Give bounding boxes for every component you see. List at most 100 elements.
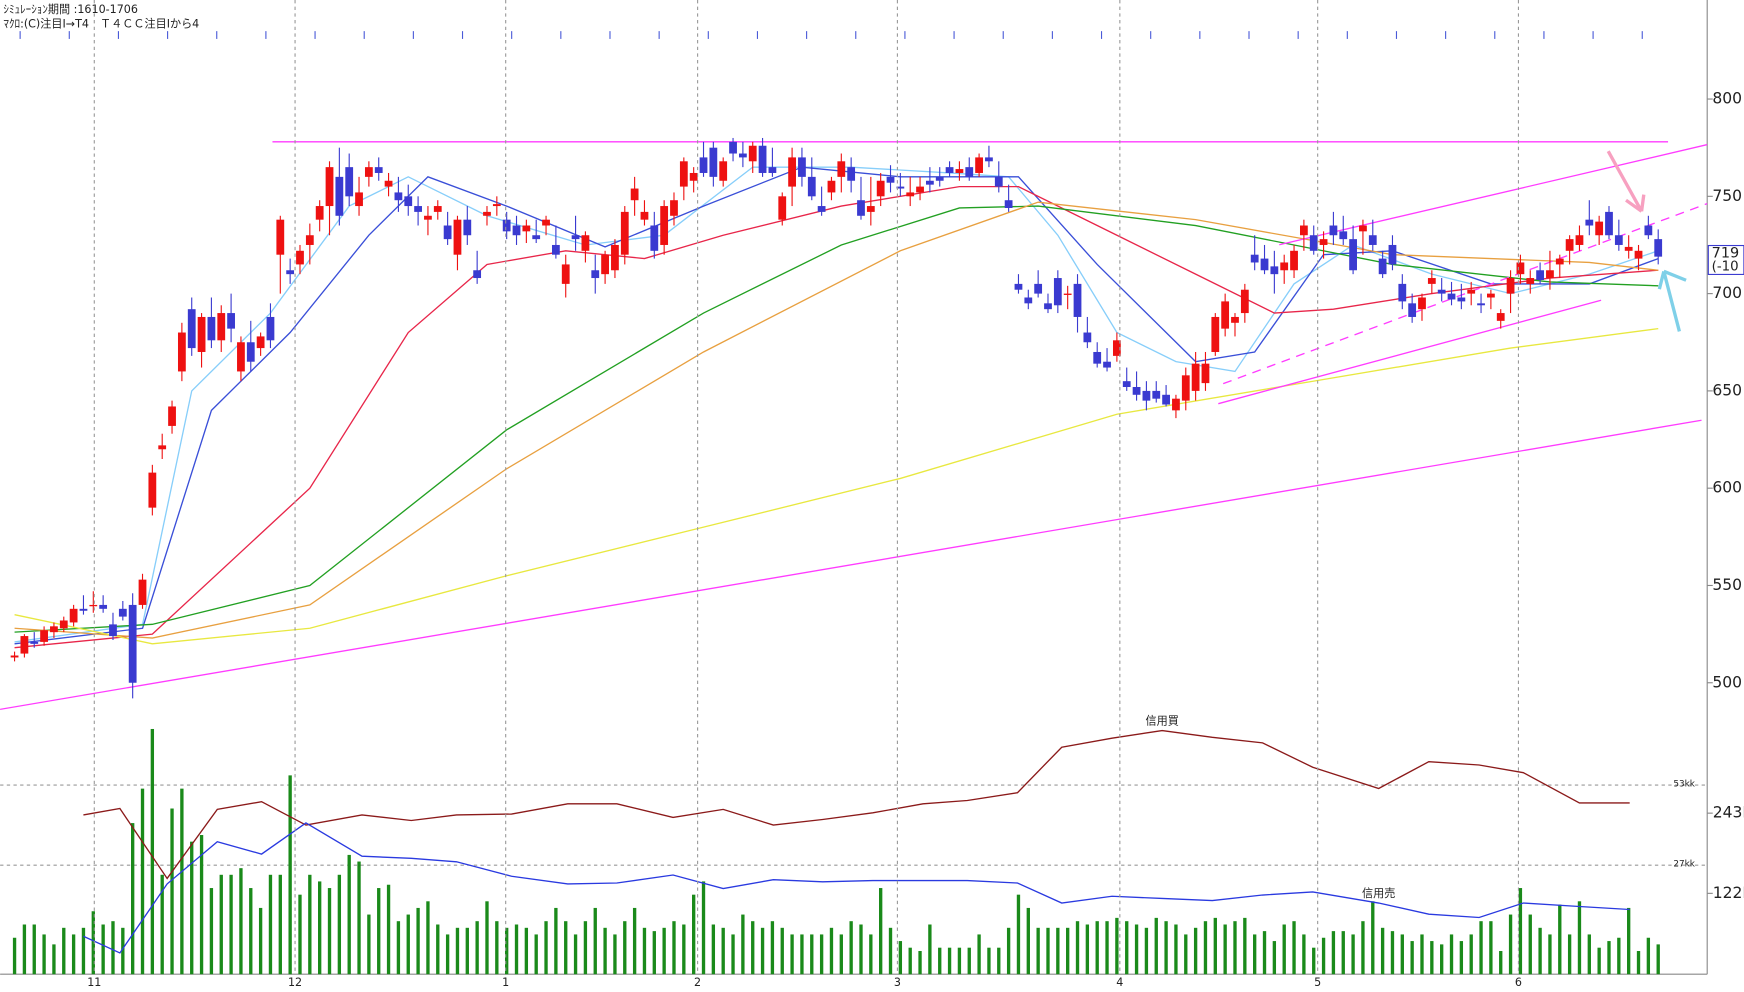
- last-price-label: 719: [1712, 245, 1740, 261]
- volume-bar: [1203, 921, 1208, 975]
- volume-bar: [731, 934, 735, 975]
- volume-bar: [1567, 934, 1572, 975]
- volume-bar: [1134, 924, 1139, 975]
- candle-body: [168, 406, 176, 426]
- candle-body: [729, 141, 737, 154]
- candle-body: [404, 196, 413, 207]
- volume-bar: [1528, 914, 1532, 975]
- y-tick-label: 800: [1712, 90, 1742, 108]
- candle-body: [325, 167, 334, 207]
- candle-body: [571, 235, 580, 240]
- y-tick-label: 700: [1712, 284, 1742, 302]
- candle-body: [1191, 363, 1200, 391]
- volume-bar: [386, 884, 391, 975]
- candle-body: [994, 176, 1003, 187]
- trend-line: [0, 419, 1702, 711]
- series-label: 信用売: [1362, 887, 1395, 900]
- candle-body: [364, 167, 373, 177]
- volume-bar: [160, 874, 164, 975]
- candle-body: [1496, 313, 1505, 321]
- volume-bar: [967, 947, 971, 975]
- volume-bar: [1046, 927, 1050, 975]
- volume-bar: [170, 808, 174, 975]
- price-panel: [0, 137, 1708, 711]
- volume-bar: [1400, 934, 1404, 975]
- candle-body: [433, 206, 442, 212]
- moving-average-line: [14, 201, 1659, 639]
- candle-body: [522, 225, 531, 232]
- volume-bar: [111, 921, 115, 975]
- candle-body: [492, 204, 501, 207]
- candle-body: [1024, 297, 1033, 304]
- volume-bar: [1193, 927, 1198, 975]
- y2-tick-label: 27kk: [1673, 860, 1695, 870]
- volume-bar: [1144, 927, 1149, 975]
- candle-body: [1319, 239, 1328, 245]
- candle-body: [1339, 231, 1348, 240]
- volume-bar: [249, 888, 253, 975]
- candle-body: [1172, 398, 1180, 411]
- candle-body: [463, 219, 472, 236]
- volume-bar: [544, 921, 548, 975]
- volume-bar: [642, 927, 647, 975]
- candle-body: [1142, 390, 1151, 401]
- trend-line: [1218, 299, 1602, 405]
- y-tick-label: 650: [1712, 381, 1742, 399]
- candle-body: [79, 608, 88, 611]
- candle-body: [296, 250, 304, 265]
- volume-bar: [308, 874, 312, 975]
- volume-bar: [790, 934, 794, 975]
- moving-average-line: [14, 205, 1659, 633]
- candle-body: [965, 167, 974, 177]
- volume-bar: [495, 921, 499, 975]
- candle-body: [177, 332, 186, 372]
- candle-body: [847, 167, 856, 181]
- volume-bar: [219, 874, 223, 975]
- candle-body: [59, 620, 68, 629]
- candle-body: [827, 180, 836, 193]
- candle-body: [1211, 316, 1220, 352]
- candle-body: [1073, 283, 1082, 317]
- last-price-box: [1707, 244, 1744, 275]
- volume-bar: [426, 901, 430, 975]
- volume-bar: [337, 874, 342, 975]
- x-tick-label: 6: [1515, 976, 1522, 989]
- candle-body: [1299, 225, 1308, 236]
- volume-bar: [298, 894, 302, 975]
- candle-body: [1526, 278, 1535, 284]
- volume-bar: [652, 931, 656, 975]
- candle-body: [975, 157, 983, 173]
- candle-body: [148, 472, 157, 508]
- volume-bar: [416, 907, 420, 975]
- candle-body: [1368, 235, 1377, 245]
- volume-bar: [101, 924, 105, 975]
- x-tick-label: 5: [1314, 976, 1321, 989]
- candle-body: [857, 200, 865, 216]
- volume-bar: [1016, 894, 1021, 975]
- candle-body: [207, 316, 216, 341]
- candle-body: [611, 244, 619, 271]
- volume-bar: [770, 921, 775, 975]
- volume-bar: [810, 934, 814, 975]
- volume-bar: [603, 927, 607, 975]
- candle-body: [50, 626, 58, 633]
- candle-body: [1270, 266, 1279, 275]
- volume-bar: [22, 924, 27, 975]
- candle-body: [1378, 258, 1387, 275]
- volume-bar: [229, 874, 233, 975]
- volume-bar: [1223, 924, 1227, 975]
- volume-bar: [1479, 921, 1483, 975]
- volume-bar: [908, 947, 912, 975]
- candle-body: [99, 604, 108, 609]
- volume-bar: [121, 927, 125, 975]
- volume-bar: [888, 927, 893, 975]
- volume-bar: [1184, 934, 1188, 975]
- y-tick-label: 122K: [1713, 884, 1744, 902]
- trend-line: [1222, 202, 1708, 385]
- volume-bar: [1115, 917, 1119, 975]
- volume-bar: [721, 927, 725, 975]
- candle-body: [1516, 262, 1525, 275]
- candle-body: [581, 235, 590, 251]
